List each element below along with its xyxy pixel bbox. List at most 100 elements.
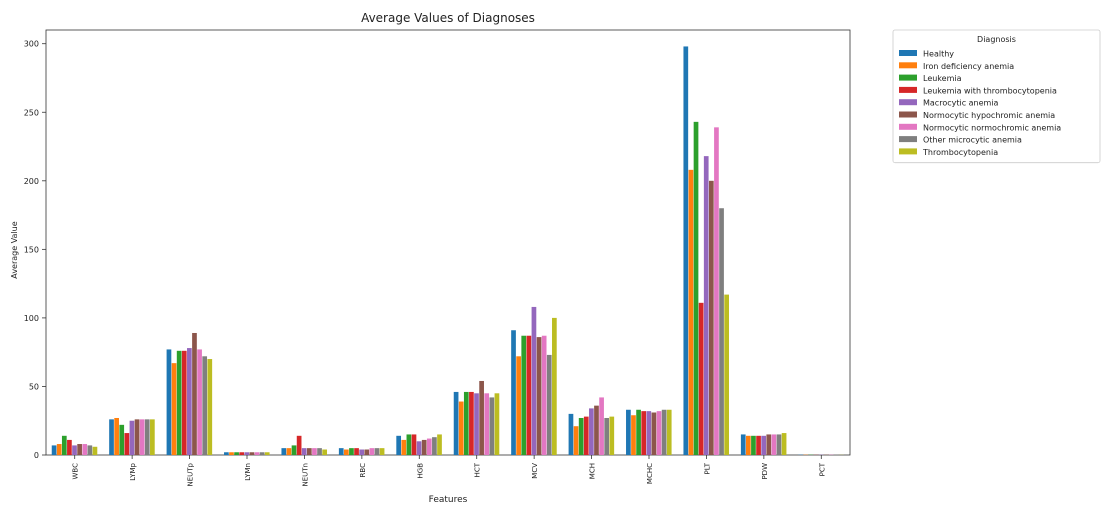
bar xyxy=(135,419,140,455)
legend-entry: Thrombocytopenia xyxy=(922,148,998,157)
bar xyxy=(77,444,82,455)
bar xyxy=(484,393,489,455)
bar xyxy=(250,452,255,455)
legend-swatch xyxy=(899,99,917,105)
bar xyxy=(579,418,584,455)
bar xyxy=(255,452,260,455)
bar xyxy=(292,445,297,455)
bar xyxy=(626,410,631,455)
bar xyxy=(464,392,469,455)
bar xyxy=(495,393,500,455)
bar xyxy=(689,170,694,455)
bar xyxy=(777,434,782,455)
bar xyxy=(407,434,412,455)
bar-series-group xyxy=(52,46,844,455)
x-tick-label: NEUTp xyxy=(187,462,195,486)
bar xyxy=(260,452,265,455)
bar xyxy=(130,421,135,455)
legend-swatch xyxy=(899,148,917,154)
bar xyxy=(349,448,354,455)
legend-entry: Healthy xyxy=(923,50,954,59)
bar xyxy=(380,448,385,455)
bar xyxy=(782,433,787,455)
legend-entry: Other microcytic anemia xyxy=(923,136,1022,145)
y-tick-label: 300 xyxy=(24,40,39,49)
bar xyxy=(172,363,177,455)
bar xyxy=(145,419,150,455)
bar xyxy=(207,359,212,455)
bar xyxy=(489,397,494,455)
bar xyxy=(187,348,192,455)
x-tick-label: HCT xyxy=(474,462,482,477)
bar xyxy=(119,425,124,455)
x-tick-label: PDW xyxy=(761,463,769,480)
bar xyxy=(93,447,98,455)
bar xyxy=(307,448,312,455)
legend-swatch xyxy=(899,62,917,68)
bar xyxy=(724,295,729,455)
y-tick-label: 50 xyxy=(29,382,39,391)
bar xyxy=(589,408,594,455)
legend-entry: Normocytic hypochromic anemia xyxy=(923,111,1055,120)
bar xyxy=(412,434,417,455)
legend-swatch xyxy=(899,112,917,118)
bar xyxy=(339,448,344,455)
bar xyxy=(52,445,57,455)
bar xyxy=(244,452,249,455)
x-tick-label: NEUTn xyxy=(301,463,309,487)
bar xyxy=(709,181,714,455)
bar xyxy=(229,452,234,455)
bar xyxy=(704,156,709,455)
bar xyxy=(317,448,322,455)
bar xyxy=(683,46,688,455)
bar xyxy=(646,411,651,455)
x-tick-label: LYMn xyxy=(244,463,252,481)
bar xyxy=(584,417,589,455)
x-tick-label: MCHC xyxy=(646,463,654,484)
bar xyxy=(87,445,92,455)
bar xyxy=(511,330,516,455)
bar xyxy=(364,450,369,455)
bar xyxy=(57,444,62,455)
bar xyxy=(281,448,286,455)
bar xyxy=(124,433,129,455)
bar xyxy=(239,452,244,455)
legend-swatch xyxy=(899,136,917,142)
bar xyxy=(652,413,657,456)
legend-swatch xyxy=(899,75,917,81)
y-tick-label: 0 xyxy=(34,451,39,460)
bar xyxy=(474,393,479,455)
bar xyxy=(422,440,427,455)
bar xyxy=(599,397,604,455)
bar xyxy=(772,434,777,455)
bar xyxy=(167,349,172,455)
bar xyxy=(469,392,474,455)
bar xyxy=(569,414,574,455)
bar xyxy=(667,410,672,455)
x-tick-label: MCH xyxy=(589,463,597,479)
legend-entry: Iron deficiency anemia xyxy=(923,62,1014,71)
bar xyxy=(547,355,552,455)
legend-entry: Leukemia xyxy=(923,74,962,83)
bar xyxy=(287,448,292,455)
bar xyxy=(72,445,77,455)
bar xyxy=(454,392,459,455)
bar xyxy=(359,450,364,455)
y-tick-label: 150 xyxy=(24,245,39,254)
bar xyxy=(437,434,442,455)
bar xyxy=(537,337,542,455)
bar xyxy=(297,436,302,455)
legend-entry: Normocytic normochromic anemia xyxy=(923,123,1061,132)
y-tick-label: 250 xyxy=(24,108,39,117)
bar xyxy=(67,440,72,455)
bar xyxy=(657,411,662,455)
y-tick-label: 100 xyxy=(24,314,39,323)
bar xyxy=(62,436,67,455)
bar xyxy=(265,452,270,455)
x-tick-label: PCT xyxy=(818,462,826,476)
bar xyxy=(322,450,327,455)
